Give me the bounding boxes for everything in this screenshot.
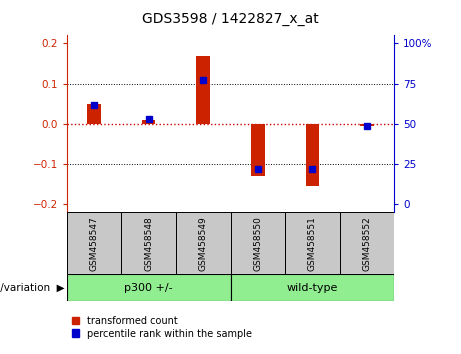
Text: genotype/variation  ▶: genotype/variation ▶ <box>0 282 65 293</box>
Text: GSM458552: GSM458552 <box>362 216 372 271</box>
Text: wild-type: wild-type <box>287 282 338 293</box>
Bar <box>306 124 319 186</box>
Bar <box>230 212 285 274</box>
Bar <box>340 212 394 274</box>
Bar <box>67 274 230 301</box>
Bar <box>251 124 265 176</box>
Text: GDS3598 / 1422827_x_at: GDS3598 / 1422827_x_at <box>142 12 319 27</box>
Text: GSM458548: GSM458548 <box>144 216 153 271</box>
Text: GSM458550: GSM458550 <box>253 216 262 271</box>
Bar <box>87 104 101 124</box>
Text: GSM458551: GSM458551 <box>308 216 317 271</box>
Text: GSM458549: GSM458549 <box>199 216 208 271</box>
Legend: transformed count, percentile rank within the sample: transformed count, percentile rank withi… <box>72 316 252 338</box>
Bar <box>285 212 340 274</box>
Bar <box>121 212 176 274</box>
Bar <box>196 56 210 124</box>
Text: p300 +/-: p300 +/- <box>124 282 173 293</box>
Bar <box>360 124 374 126</box>
Text: GSM458547: GSM458547 <box>89 216 99 271</box>
Bar <box>176 212 230 274</box>
Bar <box>67 212 121 274</box>
Bar <box>142 120 155 124</box>
Bar <box>230 274 394 301</box>
